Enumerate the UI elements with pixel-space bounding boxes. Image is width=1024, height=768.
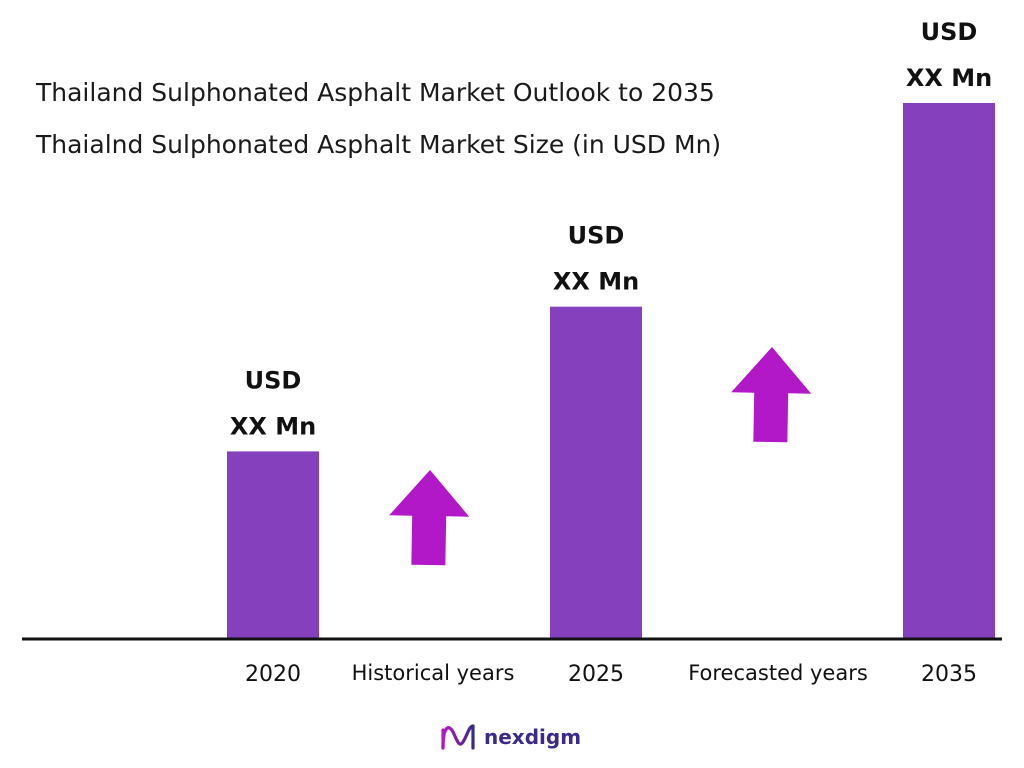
data-label-line1: USD: [568, 222, 625, 250]
x-tick-label: 2025: [568, 662, 624, 687]
data-label-line2: XX Mn: [230, 412, 316, 440]
data-label-line1: USD: [921, 18, 978, 46]
data-label-line2: XX Mn: [553, 268, 639, 296]
bar: [550, 306, 642, 639]
period-label-forecast: Forecasted years: [688, 661, 868, 685]
brand-logo: nexdigm: [440, 722, 581, 752]
bar: [227, 451, 319, 639]
data-label-line1: USD: [245, 366, 302, 394]
bar: [903, 103, 995, 639]
brand-name: nexdigm: [484, 725, 582, 749]
x-tick-label: 2035: [921, 662, 977, 687]
chart-title: Thailand Sulphonated Asphalt Market Outl…: [36, 78, 715, 107]
arrow-shape: [731, 347, 812, 443]
chart-subtitle: Thaialnd Sulphonated Asphalt Market Size…: [36, 130, 722, 159]
period-label-historical: Historical years: [352, 661, 515, 685]
data-label-line2: XX Mn: [906, 64, 992, 92]
growth-arrow-icon: [731, 347, 812, 443]
nexdigm-logo-icon: [441, 724, 475, 750]
growth-arrow-icon: [389, 470, 470, 566]
x-tick-label: 2020: [245, 662, 301, 687]
arrow-shape: [389, 470, 470, 566]
